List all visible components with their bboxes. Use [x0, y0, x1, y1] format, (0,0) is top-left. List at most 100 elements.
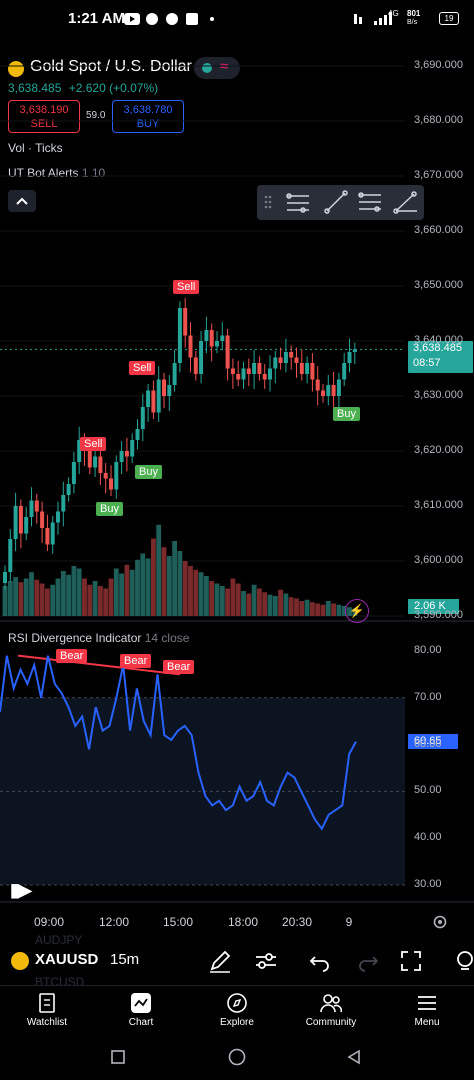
fullscreen-icon[interactable]: [398, 948, 424, 974]
tab-chart[interactable]: Chart: [94, 992, 188, 1028]
community-icon: [320, 994, 343, 1013]
undo-icon[interactable]: [307, 948, 333, 974]
volume-bar: [108, 578, 114, 616]
recents-button-icon[interactable]: [110, 1049, 126, 1065]
candle-body: [93, 456, 98, 468]
candle-body: [40, 511, 45, 528]
net-speed: 801: [407, 9, 421, 18]
time-axis-label: 20:30: [281, 915, 313, 929]
candle-body: [140, 407, 145, 429]
volume-bar: [267, 594, 273, 616]
volume-bar: [272, 596, 278, 616]
indicators-icon[interactable]: [253, 948, 279, 974]
app-icon: [186, 13, 198, 25]
redo-icon[interactable]: [355, 948, 381, 974]
candle-body: [347, 352, 352, 363]
tab-watchlist[interactable]: Watchlist: [0, 992, 94, 1028]
volume-bar: [151, 538, 156, 616]
volume-bar: [71, 566, 77, 616]
tab-explore-label: Explore: [220, 1017, 254, 1028]
sell-signal-tag: Sell: [129, 361, 156, 375]
candle-body: [188, 335, 193, 358]
rsi-params: 14 close: [144, 631, 190, 645]
volume-bar: [124, 564, 130, 616]
price-line: 3,638.485 +2.620 (+0.07%): [8, 81, 158, 95]
candle-body: [326, 385, 331, 396]
volume-bar: [156, 524, 162, 616]
volume-bar: [45, 588, 50, 616]
candle-body: [87, 451, 92, 468]
volume-bar: [283, 593, 289, 616]
trend-angle-tool-icon: [393, 191, 417, 214]
volume-bar: [140, 553, 146, 616]
candle-body: [230, 368, 235, 374]
candle-body: [294, 357, 299, 363]
volume-bar: [39, 583, 45, 616]
time-axis-label: 9: [345, 915, 353, 929]
home-button-icon[interactable]: [228, 1048, 246, 1066]
fib-retracement-tool-icon: [358, 192, 381, 212]
time-axis-label: 18:00: [227, 915, 259, 929]
price-axis-label: 3,640.000: [414, 334, 463, 346]
volume-bar: [257, 588, 262, 616]
candle-body: [199, 341, 204, 374]
parallel-channel-tool-icon: [286, 193, 309, 213]
spread: 59.0: [86, 110, 106, 121]
chart-tab-icon: [131, 993, 151, 1013]
rsi-axis-label: 80.00: [414, 644, 442, 656]
candle-body: [29, 500, 34, 517]
tab-community[interactable]: Community: [284, 992, 378, 1028]
tab-chart-label: Chart: [128, 1017, 154, 1028]
volume-bar: [246, 593, 252, 616]
gold-symbol-icon: [8, 61, 24, 77]
volume-bar: [331, 603, 336, 616]
candle-body: [162, 379, 166, 396]
time-axis-label: 12:00: [98, 915, 130, 929]
rsi-name: RSI Divergence Indicator: [8, 631, 142, 645]
volume-bar: [320, 604, 326, 616]
lightning-alert-icon[interactable]: ⚡: [345, 599, 369, 623]
rsi-legend[interactable]: RSI Divergence Indicator 14 close: [8, 631, 189, 645]
ideas-lightbulb-icon[interactable]: [452, 948, 474, 974]
candle-body: [45, 528, 50, 545]
back-button-icon[interactable]: [346, 1049, 362, 1065]
price-axis-label: 3,650.000: [414, 279, 463, 291]
candle-body: [24, 517, 29, 534]
more-dot-icon: [210, 17, 214, 21]
tab-explore[interactable]: Explore: [190, 992, 284, 1028]
price-axis-label: 3,600.000: [414, 554, 463, 566]
chart-settings-gear-icon[interactable]: [432, 914, 448, 930]
volume-legend[interactable]: Vol · Ticks: [8, 141, 63, 155]
candle-body: [71, 462, 76, 484]
candle-body: [310, 363, 315, 380]
current-price-tag: 3,638.485 08:57: [408, 341, 473, 373]
candle-body: [114, 462, 119, 490]
volume-bar: [304, 599, 310, 616]
volume-bar: [219, 586, 225, 616]
drawing-pen-icon[interactable]: [207, 948, 233, 974]
candle-body: [220, 335, 225, 341]
candle-body: [262, 374, 267, 380]
candle-body: [156, 379, 161, 413]
current-price: 3,638.485: [413, 342, 462, 354]
price-change: +2.620 (+0.07%): [68, 81, 159, 95]
candle-body: [130, 440, 135, 457]
clock: 1:21 AM: [68, 10, 125, 27]
collapse-legend-button[interactable]: [8, 190, 36, 212]
buy-price: 3,638.780: [123, 104, 173, 116]
chart-area[interactable]: [0, 40, 474, 940]
candle-body: [215, 341, 219, 347]
trend-line-tool-icon: [324, 190, 348, 214]
volume-bar: [310, 602, 315, 616]
interval-button[interactable]: 15m: [110, 951, 140, 968]
symbol-search-button[interactable]: XAUUSD: [35, 951, 99, 968]
tab-menu[interactable]: Menu: [380, 992, 474, 1028]
ghost-symbol-above: AUDJPY: [35, 933, 83, 947]
watchlist-icon: [39, 993, 55, 1013]
candle-body: [61, 495, 66, 512]
candle-body: [151, 390, 156, 413]
rsi-axis-label: 30.00: [414, 878, 442, 890]
volume-bar: [60, 571, 66, 616]
rsi-axis-label: 40.00: [414, 831, 442, 844]
sell-button[interactable]: 3,638.190 SELL: [8, 100, 80, 133]
